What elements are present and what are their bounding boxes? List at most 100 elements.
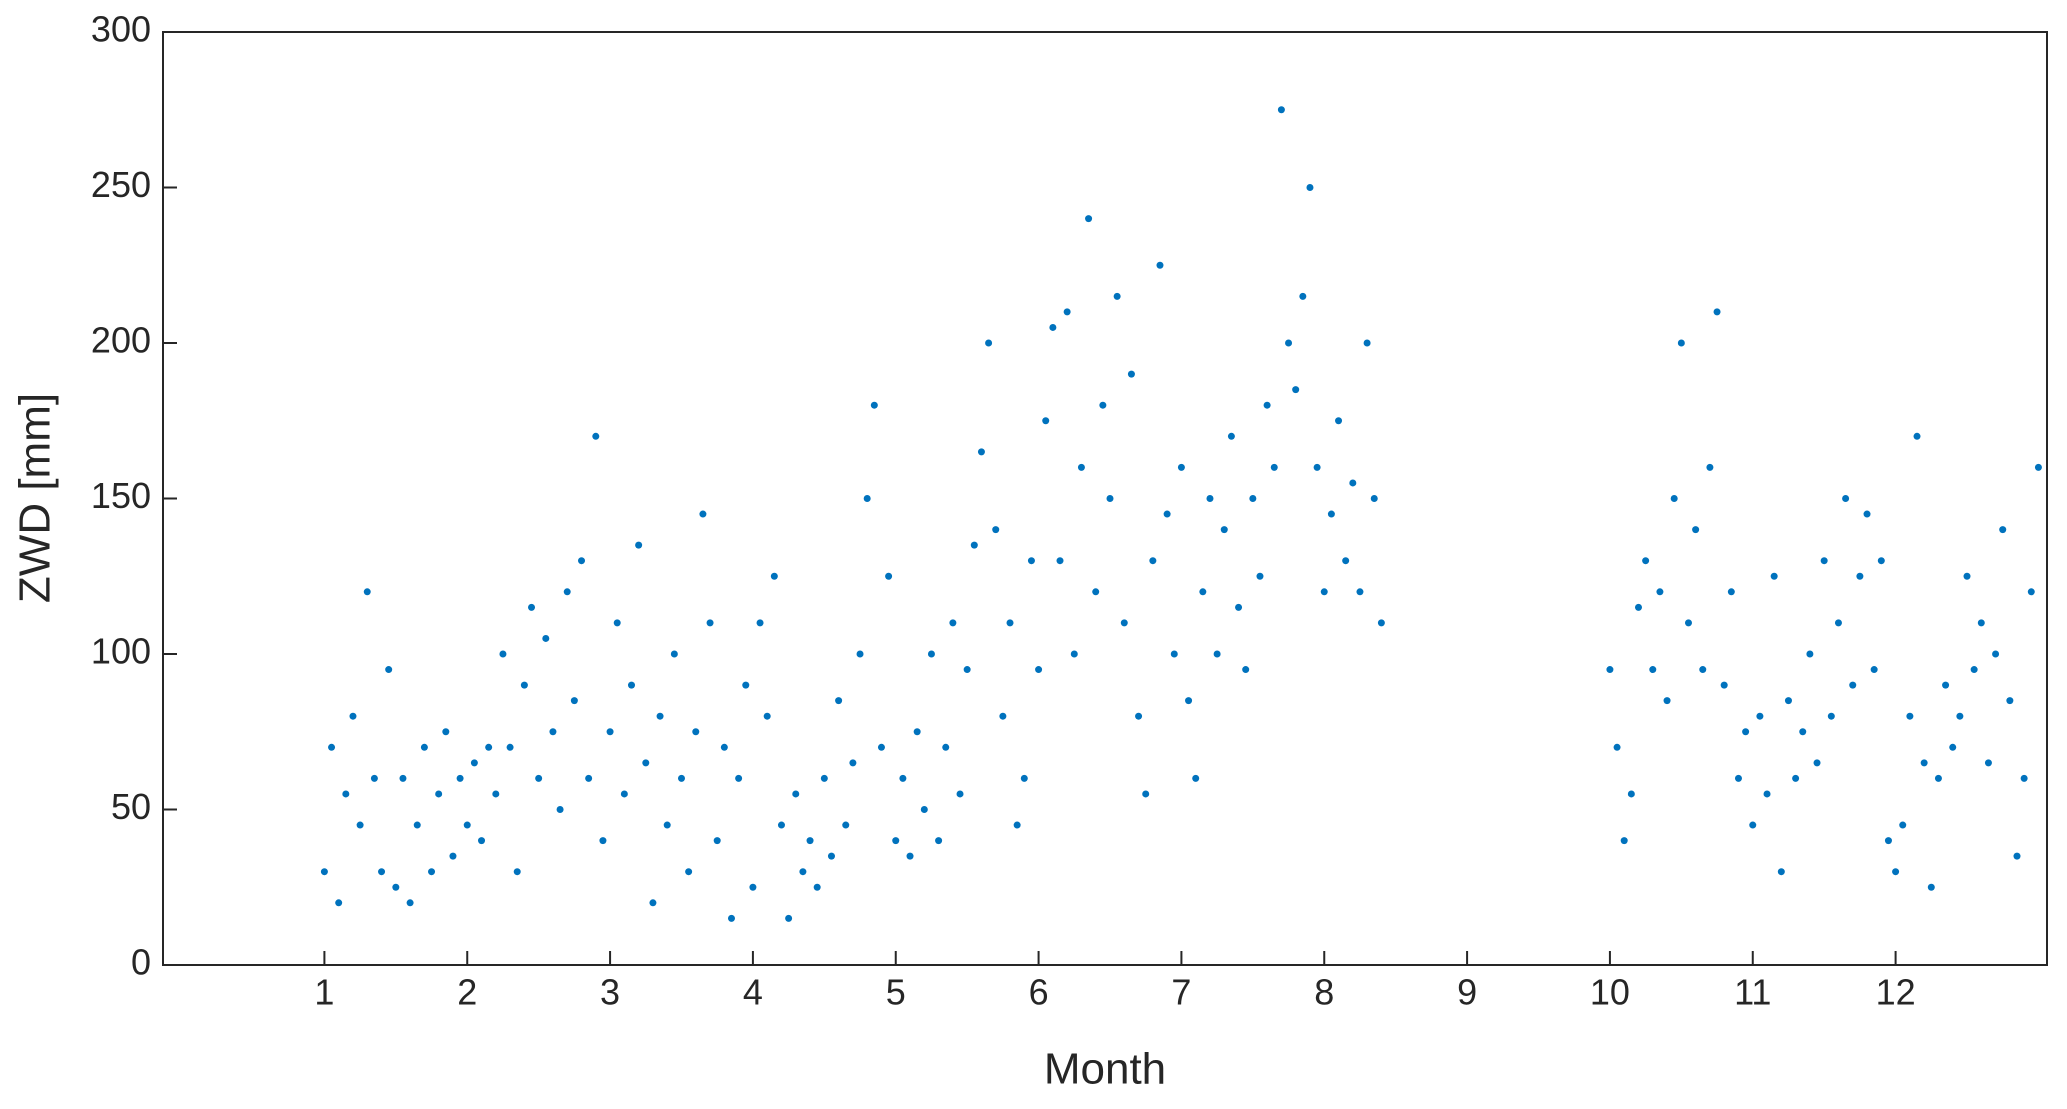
point [1977,619,1985,627]
point [1884,837,1892,845]
y-tick-label: 100 [91,631,151,672]
point [1813,759,1821,767]
point [1663,697,1671,705]
point [1227,432,1235,440]
point [1720,681,1728,689]
point [1149,557,1157,565]
point [706,619,714,627]
point [506,743,514,751]
point [1742,728,1750,736]
point [1763,790,1771,798]
point [1634,603,1642,611]
point [1727,588,1735,596]
point [1906,712,1914,720]
point [399,774,407,782]
point [692,728,700,736]
plot-area [162,31,2048,966]
point [1956,712,1964,720]
point [1349,479,1357,487]
point [1235,603,1243,611]
point [1163,510,1171,518]
x-tick-label: 8 [1314,972,1334,1013]
point [1177,463,1185,471]
point [906,852,914,860]
point [1077,463,1085,471]
point [1656,588,1664,596]
point [328,743,336,751]
point [1613,743,1621,751]
x-tick-label: 2 [457,972,477,1013]
point [563,588,571,596]
point [342,790,350,798]
point [1984,759,1992,767]
y-tick-label: 150 [91,475,151,516]
point [1085,215,1093,223]
point [1913,432,1921,440]
point [428,868,436,876]
point [699,510,707,518]
point [1899,821,1907,829]
point [970,541,978,549]
point [742,681,750,689]
point [1942,681,1950,689]
point [1156,261,1164,269]
point [1092,588,1100,596]
point [1370,495,1378,502]
point [556,806,564,813]
point [677,774,685,782]
point [1113,292,1121,300]
point [456,774,464,782]
point [542,634,550,642]
x-axis-label: Month [1044,1045,1166,1094]
point [535,774,543,782]
point [756,619,764,627]
point [849,759,857,767]
point [1142,790,1150,798]
point [1292,386,1300,394]
point [1999,526,2007,534]
point [827,852,835,860]
point [1192,774,1200,782]
x-tick-label: 5 [886,972,906,1013]
point [977,448,985,456]
point [1042,417,1050,425]
point [935,837,943,845]
x-tick-label: 3 [600,972,620,1013]
point [1263,401,1271,409]
point [620,790,628,798]
point [1320,588,1328,596]
point [735,774,743,782]
point [1099,401,1107,409]
x-tick-label: 4 [743,972,763,1013]
point [592,432,600,440]
point [1970,666,1978,674]
point [1692,526,1700,534]
point [1327,510,1335,518]
point [1892,868,1900,876]
point [356,821,364,829]
point [513,868,521,876]
point [1285,339,1293,347]
x-tick-label: 11 [1734,972,1771,1013]
point [1842,495,1850,502]
point [1249,495,1257,502]
point [885,572,893,580]
point [363,588,371,596]
point [920,806,928,813]
point [1006,619,1014,627]
point [2013,852,2021,860]
point [777,821,785,829]
point [606,728,614,736]
point [1020,774,1028,782]
point [835,697,843,705]
point [478,837,486,845]
point [1027,557,1035,565]
point [1106,495,1114,502]
point [642,759,650,767]
point [727,914,735,922]
point [1220,526,1228,534]
point [713,837,721,845]
point [649,899,657,907]
point [1049,323,1057,331]
point [1185,697,1193,705]
